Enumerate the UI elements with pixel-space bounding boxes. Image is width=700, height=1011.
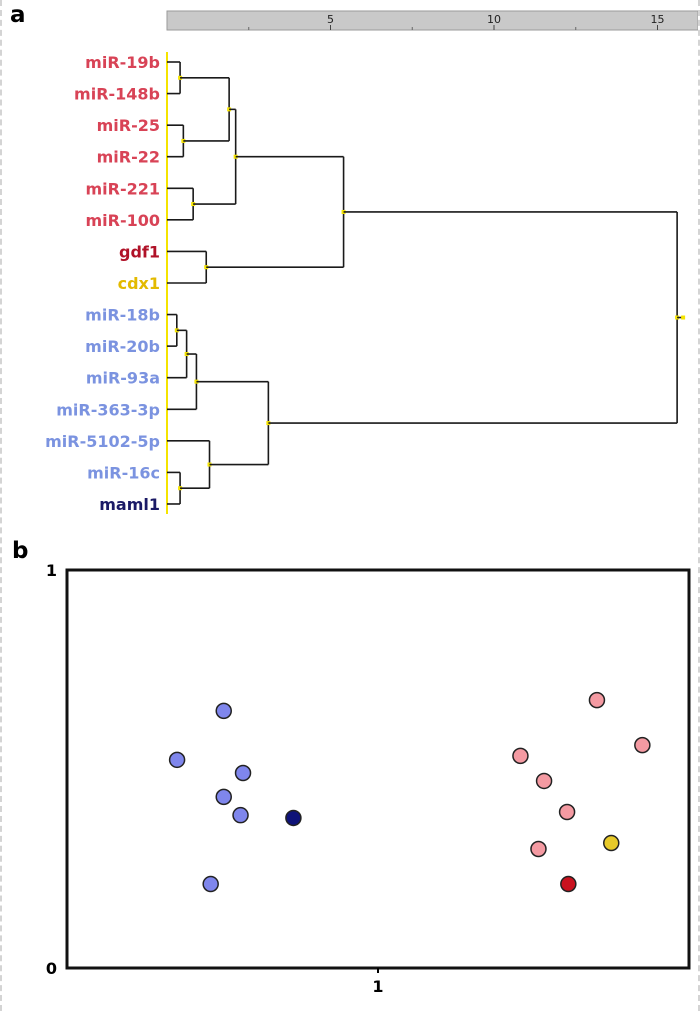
scatter-point [558, 803, 576, 821]
dendrogram-leaf-label: miR-93a [86, 369, 160, 388]
dendrogram-leaf-label: miR-16c [87, 463, 160, 482]
scatter-plot-border [65, 568, 691, 970]
dendrogram-leaf-label: cdx1 [118, 274, 160, 293]
scatter-point [285, 809, 302, 827]
scatter-point [634, 736, 651, 754]
scatter-x-tick-label: 1 [372, 977, 383, 996]
dendrogram-leaf-label: miR-221 [85, 179, 160, 198]
scatter-point [168, 751, 186, 769]
scatter-point [512, 747, 529, 765]
dendrogram-leaf-label: miR-100 [85, 211, 160, 230]
dendrogram-leaf-label: maml1 [99, 495, 160, 514]
scatter-point [535, 772, 553, 790]
dendrogram-leaf-label: miR-20b [85, 337, 160, 356]
scatter-point [603, 834, 620, 852]
dendrogram-leaf-label: gdf1 [119, 242, 160, 261]
ruler-tick-label: 5 [327, 13, 334, 26]
dendrogram-leaf-label: miR-25 [97, 116, 160, 135]
dendrogram-root-marker [681, 315, 686, 320]
scatter-chart: 1 0 1 [46, 561, 691, 996]
dendrogram-leaf-label: miR-148b [74, 85, 160, 104]
scatter-point [232, 806, 249, 824]
ruler-tick-label: 15 [651, 13, 665, 26]
panel-b-label: b [12, 538, 29, 564]
scatter-point [234, 764, 252, 782]
scatter-y-tick-label: 1 [46, 561, 57, 580]
scatter-point [560, 875, 577, 893]
scatter-y-tick-label: 0 [46, 959, 57, 978]
ruler-tick-label: 10 [487, 13, 501, 26]
scatter-point [588, 691, 606, 709]
dendrogram-chart: 5 10 15 miR-19b miR-148b miR-25 miR-22 miR-221 m… [45, 10, 698, 514]
dendrogram-leaf-label: miR-19b [85, 53, 160, 72]
distance-ruler [166, 10, 698, 31]
panel-a-label: a [10, 2, 26, 28]
dendrogram-leaf-label: miR-363-3p [56, 400, 160, 419]
scatter-point [215, 702, 232, 720]
scatter-point [215, 788, 232, 806]
dendrogram-leaf-label: miR-5102-5p [45, 432, 160, 451]
scatter-point [202, 875, 219, 893]
dendrogram-leaf-label: miR-22 [97, 148, 160, 167]
dendrogram-leaf-label: miR-18b [85, 306, 160, 325]
scatter-point [530, 840, 547, 858]
